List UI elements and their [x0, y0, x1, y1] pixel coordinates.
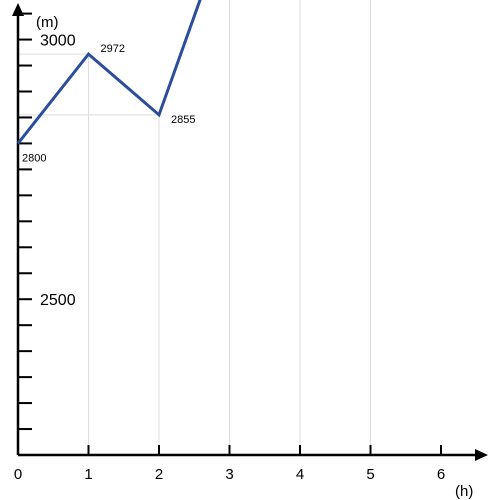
x-tick-label: 3 [225, 466, 233, 483]
series-group [16, 0, 202, 145]
point-labels: 280029722855323531653565 [22, 43, 195, 164]
y-tick-label: 2500 [40, 292, 76, 309]
y-ticks: 250030003500 [18, 12, 76, 431]
x-tick-label: 1 [84, 466, 92, 483]
x-unit-label: (h) [455, 483, 473, 500]
x-tick-label: 2 [155, 466, 163, 483]
series-line [16, 0, 202, 145]
x-tick-label: 5 [366, 466, 374, 483]
data-label: 2855 [171, 114, 195, 126]
x-tick-label: 0 [14, 466, 22, 483]
x-tick-label: 4 [296, 466, 304, 483]
data-label: 2972 [101, 43, 125, 55]
y-tick-label: 3000 [40, 33, 76, 50]
x-ticks: 0 1 2 3 4 5 6 [14, 445, 445, 483]
guide-lines [18, 0, 371, 455]
y-unit-label: (m) [36, 14, 59, 31]
x-tick-label: 6 [437, 466, 445, 483]
x-axis-arrow [475, 449, 488, 461]
axes [12, 3, 488, 461]
data-label: 2800 [22, 152, 46, 164]
